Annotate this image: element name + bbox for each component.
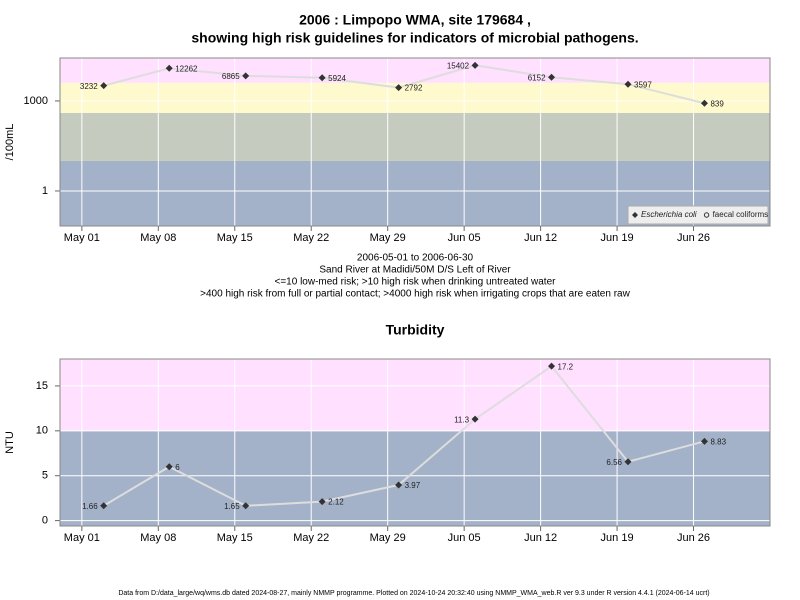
y-tick-label: 1000	[24, 95, 48, 107]
legend-label: faecal coliforms	[713, 210, 769, 219]
risk-band	[60, 82, 770, 113]
data-point	[318, 498, 326, 506]
x-tick-label: May 29	[370, 532, 406, 544]
y-tick-label: 5	[42, 470, 48, 482]
data-point	[242, 502, 250, 510]
note: >400 high risk from full or partial cont…	[200, 289, 630, 300]
chart-title: 2006 : Limpopo WMA, site 179684 ,	[299, 12, 531, 28]
data-point	[242, 72, 250, 80]
data-point	[165, 64, 173, 72]
x-tick-label: May 22	[293, 232, 329, 244]
risk-band	[60, 112, 770, 161]
y-tick-label: 15	[36, 380, 48, 392]
data-point	[395, 481, 403, 489]
value-label: 5924	[328, 74, 346, 83]
x-tick-label: Jun 26	[677, 232, 710, 244]
chart-title: showing high risk guidelines for indicat…	[191, 30, 638, 46]
risk-band	[60, 359, 770, 431]
y-axis-label: /100mL	[4, 124, 16, 161]
data-point	[471, 61, 479, 69]
note: <=10 low-med risk; >10 high risk when dr…	[275, 277, 557, 288]
data-point	[700, 437, 708, 445]
value-label: 839	[710, 99, 724, 108]
data-point	[100, 502, 108, 510]
data-point	[471, 415, 479, 423]
x-tick-label: May 15	[217, 232, 253, 244]
data-point	[548, 362, 556, 370]
x-tick-label: May 08	[140, 532, 176, 544]
x-tick-label: May 01	[64, 232, 100, 244]
note: Sand River at Madidi/50M D/S Left of Riv…	[319, 265, 511, 276]
x-tick-label: May 08	[140, 232, 176, 244]
y-tick-label: 1	[42, 185, 48, 197]
y-tick-label: 0	[42, 515, 48, 527]
risk-band	[60, 58, 770, 83]
plot-border	[59, 358, 771, 527]
legend-box	[627, 205, 769, 225]
value-label: 17.2	[558, 362, 574, 371]
value-label: 3.97	[405, 481, 421, 490]
legend-label: Escherichia coli	[641, 210, 697, 219]
value-label: 3232	[80, 82, 98, 91]
x-tick-label: Jun 12	[524, 232, 557, 244]
value-label: 6	[175, 463, 180, 472]
value-label: 12262	[175, 64, 198, 73]
risk-band	[60, 430, 770, 526]
value-label: 11.3	[454, 415, 470, 424]
legend-marker	[632, 212, 638, 218]
chart-title: Turbidity	[386, 322, 445, 338]
data-point	[395, 84, 403, 92]
value-label: 3597	[634, 80, 652, 89]
data-point	[624, 80, 632, 88]
x-tick-label: Jun 19	[601, 232, 634, 244]
y-axis-label: NTU	[4, 431, 16, 454]
value-label: 8.83	[710, 437, 726, 446]
x-tick-label: Jun 19	[601, 532, 634, 544]
y-tick-label: 10	[36, 425, 48, 437]
data-point	[100, 82, 108, 90]
data-point	[318, 74, 326, 82]
x-tick-label: Jun 26	[677, 532, 710, 544]
data-point	[700, 99, 708, 107]
value-label: 1.65	[224, 502, 240, 511]
note: 2006-05-01 to 2006-06-30	[357, 253, 474, 264]
x-tick-label: May 15	[217, 532, 253, 544]
legend: Escherichia coli faecal coliforms	[627, 205, 769, 225]
plot-border	[59, 57, 771, 227]
x-tick-label: Jun 12	[524, 532, 557, 544]
data-point	[624, 458, 632, 466]
footer: Data from D:/data_large/wq/wms.db dated …	[118, 590, 709, 597]
x-tick-label: May 22	[293, 532, 329, 544]
x-tick-label: May 29	[370, 232, 406, 244]
data-point	[548, 73, 556, 81]
value-label: 6152	[528, 73, 546, 82]
value-label: 15402	[447, 61, 470, 70]
value-label: 2792	[405, 84, 423, 93]
x-tick-label: Jun 05	[448, 532, 481, 544]
value-label: 1.66	[82, 502, 98, 511]
legend-marker	[703, 212, 710, 218]
value-label: 6865	[222, 72, 240, 81]
data-point	[165, 463, 173, 471]
x-tick-label: Jun 05	[448, 232, 481, 244]
value-label: 2.12	[328, 498, 344, 507]
x-tick-label: May 01	[64, 532, 100, 544]
value-label: 6.56	[606, 458, 622, 467]
